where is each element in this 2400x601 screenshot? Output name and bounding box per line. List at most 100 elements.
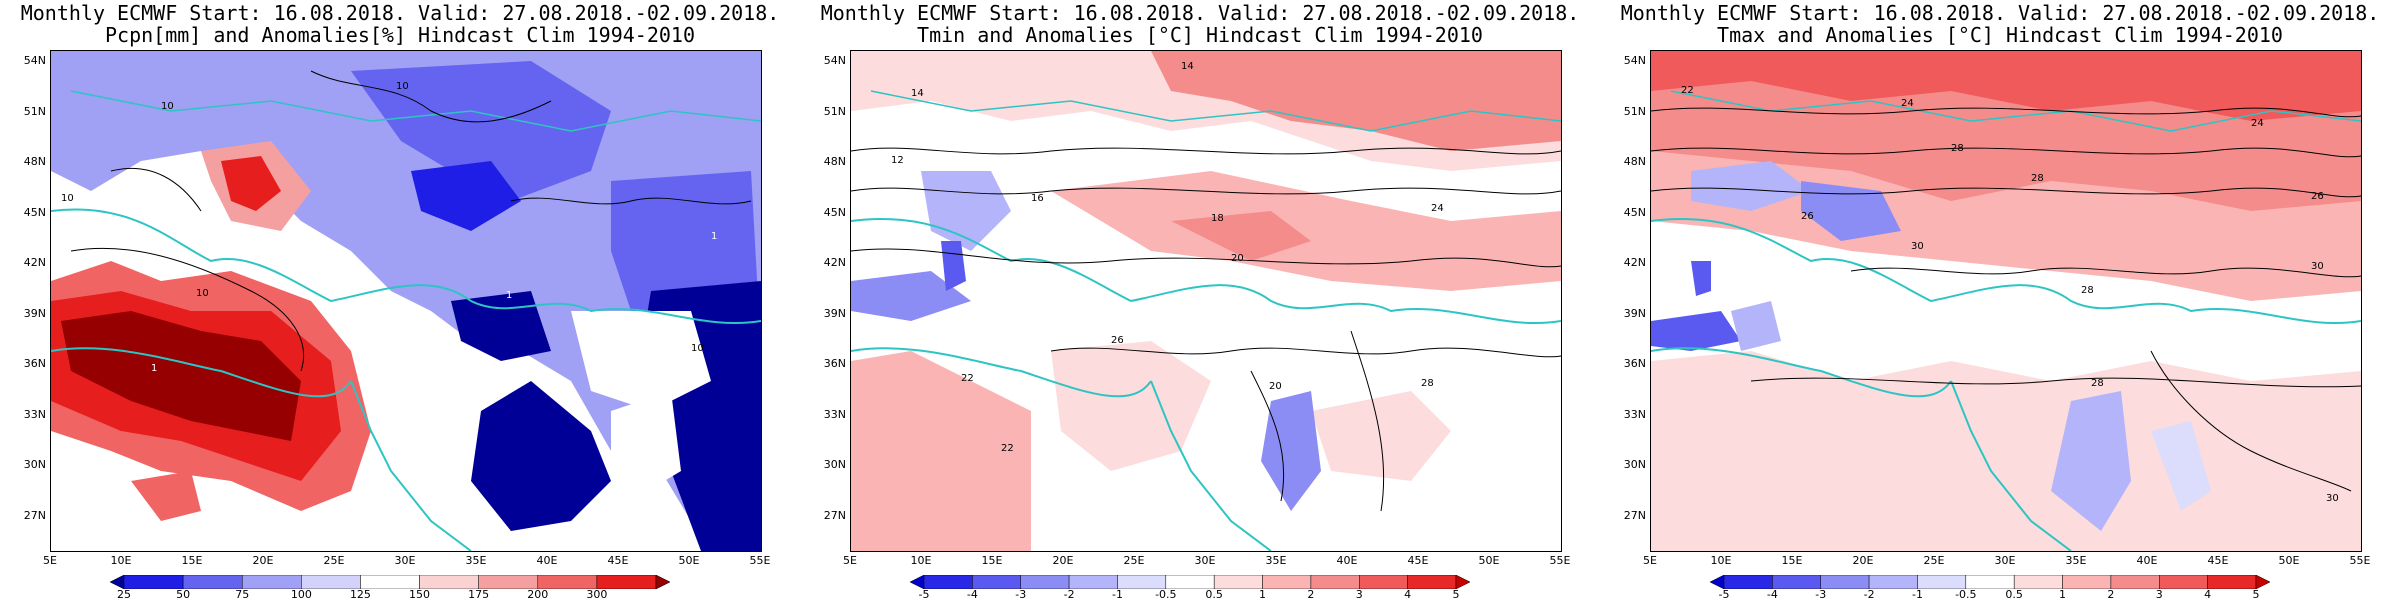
lon-tick-label: 5E: [843, 554, 857, 567]
contour-label: 30: [2326, 493, 2339, 504]
map-tmin: 14 14 12 16 18 20 22 24 26 28 20 22: [850, 50, 1562, 552]
colorbar-label: 0.5: [1205, 588, 1223, 601]
lon-tick-label: 40E: [2136, 554, 2158, 567]
colorbar-segment: [1709, 574, 1725, 590]
colorbar-label: 3: [1355, 588, 1363, 601]
contour-label: 24: [1901, 98, 1914, 109]
contour-label: 28: [2031, 173, 2044, 184]
colorbar-segment: [1868, 574, 1918, 590]
colorbar-segment: [2159, 574, 2208, 590]
colorbar-label: -1: [1111, 588, 1123, 601]
panel-title-line2: Tmax and Anomalies [°C] Hindcast Clim 19…: [1717, 23, 2283, 47]
lon-tick-label: 25E: [1123, 554, 1145, 567]
contour-label: 22: [1001, 443, 1014, 454]
lon-tick-label: 10E: [910, 554, 932, 567]
colorbar-label: 125: [349, 588, 371, 601]
colorbar-label: 200: [527, 588, 549, 601]
colorbar-segment: [1820, 574, 1870, 590]
colorbar-segment: [1772, 574, 1821, 590]
contour-label: 28: [1421, 378, 1434, 389]
lon-tick-label: 45E: [1407, 554, 1429, 567]
colorbar-segment: [2013, 574, 2063, 590]
lat-tick-label: 54N: [23, 54, 46, 67]
colorbar-label: -4: [966, 588, 978, 601]
lat-tick-label: 33N: [23, 407, 46, 421]
colorbar-segment: [1359, 574, 1408, 590]
lon-tick-label: 55E: [2349, 554, 2371, 567]
lat-tick-label: 36N: [823, 357, 846, 371]
colorbar-segment: [419, 574, 479, 590]
lon-tick-label: 10E: [1710, 554, 1732, 567]
lat-tick-label: 30N: [1623, 458, 1646, 472]
colorbar-segment: [478, 574, 539, 590]
colorbar-segment: [1117, 574, 1167, 590]
contour-label: 1: [506, 290, 512, 301]
lat-tick-label: 36N: [23, 357, 46, 371]
colorbar-label: 1: [1259, 588, 1267, 601]
colorbar-segment: [1262, 574, 1312, 590]
lat-tick-label: 45N: [23, 205, 46, 219]
lat-tick-label: 42N: [823, 256, 846, 270]
colorbar-segment: [241, 574, 302, 590]
colorbar-svg: [109, 574, 671, 590]
lon-tick-label: 30E: [394, 554, 416, 567]
lat-tick-label: 42N: [1623, 256, 1646, 270]
colorbar-label: 1: [2059, 588, 2067, 601]
contour-label: 24: [2251, 118, 2264, 129]
colorbar-label: -0.5: [1155, 588, 1177, 601]
colorbar-label: 4: [1404, 588, 1412, 601]
colorbar-segment: [909, 574, 925, 590]
contour-label: 28: [2091, 378, 2104, 389]
colorbar: [1709, 574, 2271, 590]
colorbar: [909, 574, 1471, 590]
colorbar-segment: [655, 574, 671, 590]
colorbar-label: 100: [290, 588, 312, 601]
colorbar-segment: [537, 574, 598, 590]
contour-label: 22: [961, 373, 974, 384]
lon-tick-label: 40E: [1336, 554, 1358, 567]
contour-label: 20: [1269, 381, 1282, 392]
panel-title-line1: Monthly ECMWF Start: 16.08.2018. Valid: …: [20, 1, 780, 25]
colorbar-label: -1: [1911, 588, 1923, 601]
colorbar-svg: [1709, 574, 2271, 590]
colorbar-label: -3: [1815, 588, 1827, 601]
panel-tmax: Monthly ECMWF Start: 16.08.2018. Valid: …: [1600, 0, 2400, 601]
contour-label: 26: [1111, 335, 1124, 346]
lat-tick-label: 45N: [823, 205, 846, 219]
lat-tick-label: 51N: [23, 104, 46, 118]
contour-label: 26: [1801, 211, 1814, 222]
lat-tick-label: 39N: [1623, 306, 1646, 320]
colorbar-label: 150: [409, 588, 431, 601]
panel-title-line2: Tmin and Anomalies [°C] Hindcast Clim 19…: [917, 23, 1483, 47]
lat-tick-label: 51N: [1623, 104, 1646, 118]
contour-label: 10: [61, 193, 74, 204]
lat-tick-label: 48N: [23, 155, 46, 169]
lat-tick-label: 42N: [23, 256, 46, 270]
lat-tick-label: 39N: [23, 306, 46, 320]
lat-tick-label: 27N: [823, 508, 846, 522]
colorbar-label: 300: [586, 588, 608, 601]
contour-label: 12: [891, 155, 904, 166]
lon-tick-label: 55E: [749, 554, 771, 567]
colorbar-segment: [923, 574, 973, 590]
panel-title-line1: Monthly ECMWF Start: 16.08.2018. Valid: …: [1620, 1, 2380, 25]
colorbar-segment: [1310, 574, 1360, 590]
lon-tick-label: 10E: [110, 554, 132, 567]
lat-tick-label: 27N: [23, 508, 46, 522]
contour-label: 22: [1681, 85, 1694, 96]
colorbar-label: 2: [2107, 588, 2115, 601]
lat-tick-label: 48N: [823, 155, 846, 169]
colorbar-label: 3: [2155, 588, 2163, 601]
lon-tick-label: 55E: [1549, 554, 1571, 567]
contour-label: 30: [2311, 261, 2324, 272]
colorbar-label: 75: [235, 588, 250, 601]
lat-tick-label: 54N: [1623, 54, 1646, 67]
lon-tick-label: 45E: [2207, 554, 2229, 567]
colorbar-label: -3: [1015, 588, 1027, 601]
contour-label: 20: [1231, 253, 1244, 264]
colorbar-label: 50: [176, 588, 191, 601]
lon-tick-label: 20E: [1852, 554, 1874, 567]
lon-tick-label: 20E: [252, 554, 274, 567]
colorbar-segment: [1455, 574, 1471, 590]
colorbar-segment: [1917, 574, 1967, 590]
